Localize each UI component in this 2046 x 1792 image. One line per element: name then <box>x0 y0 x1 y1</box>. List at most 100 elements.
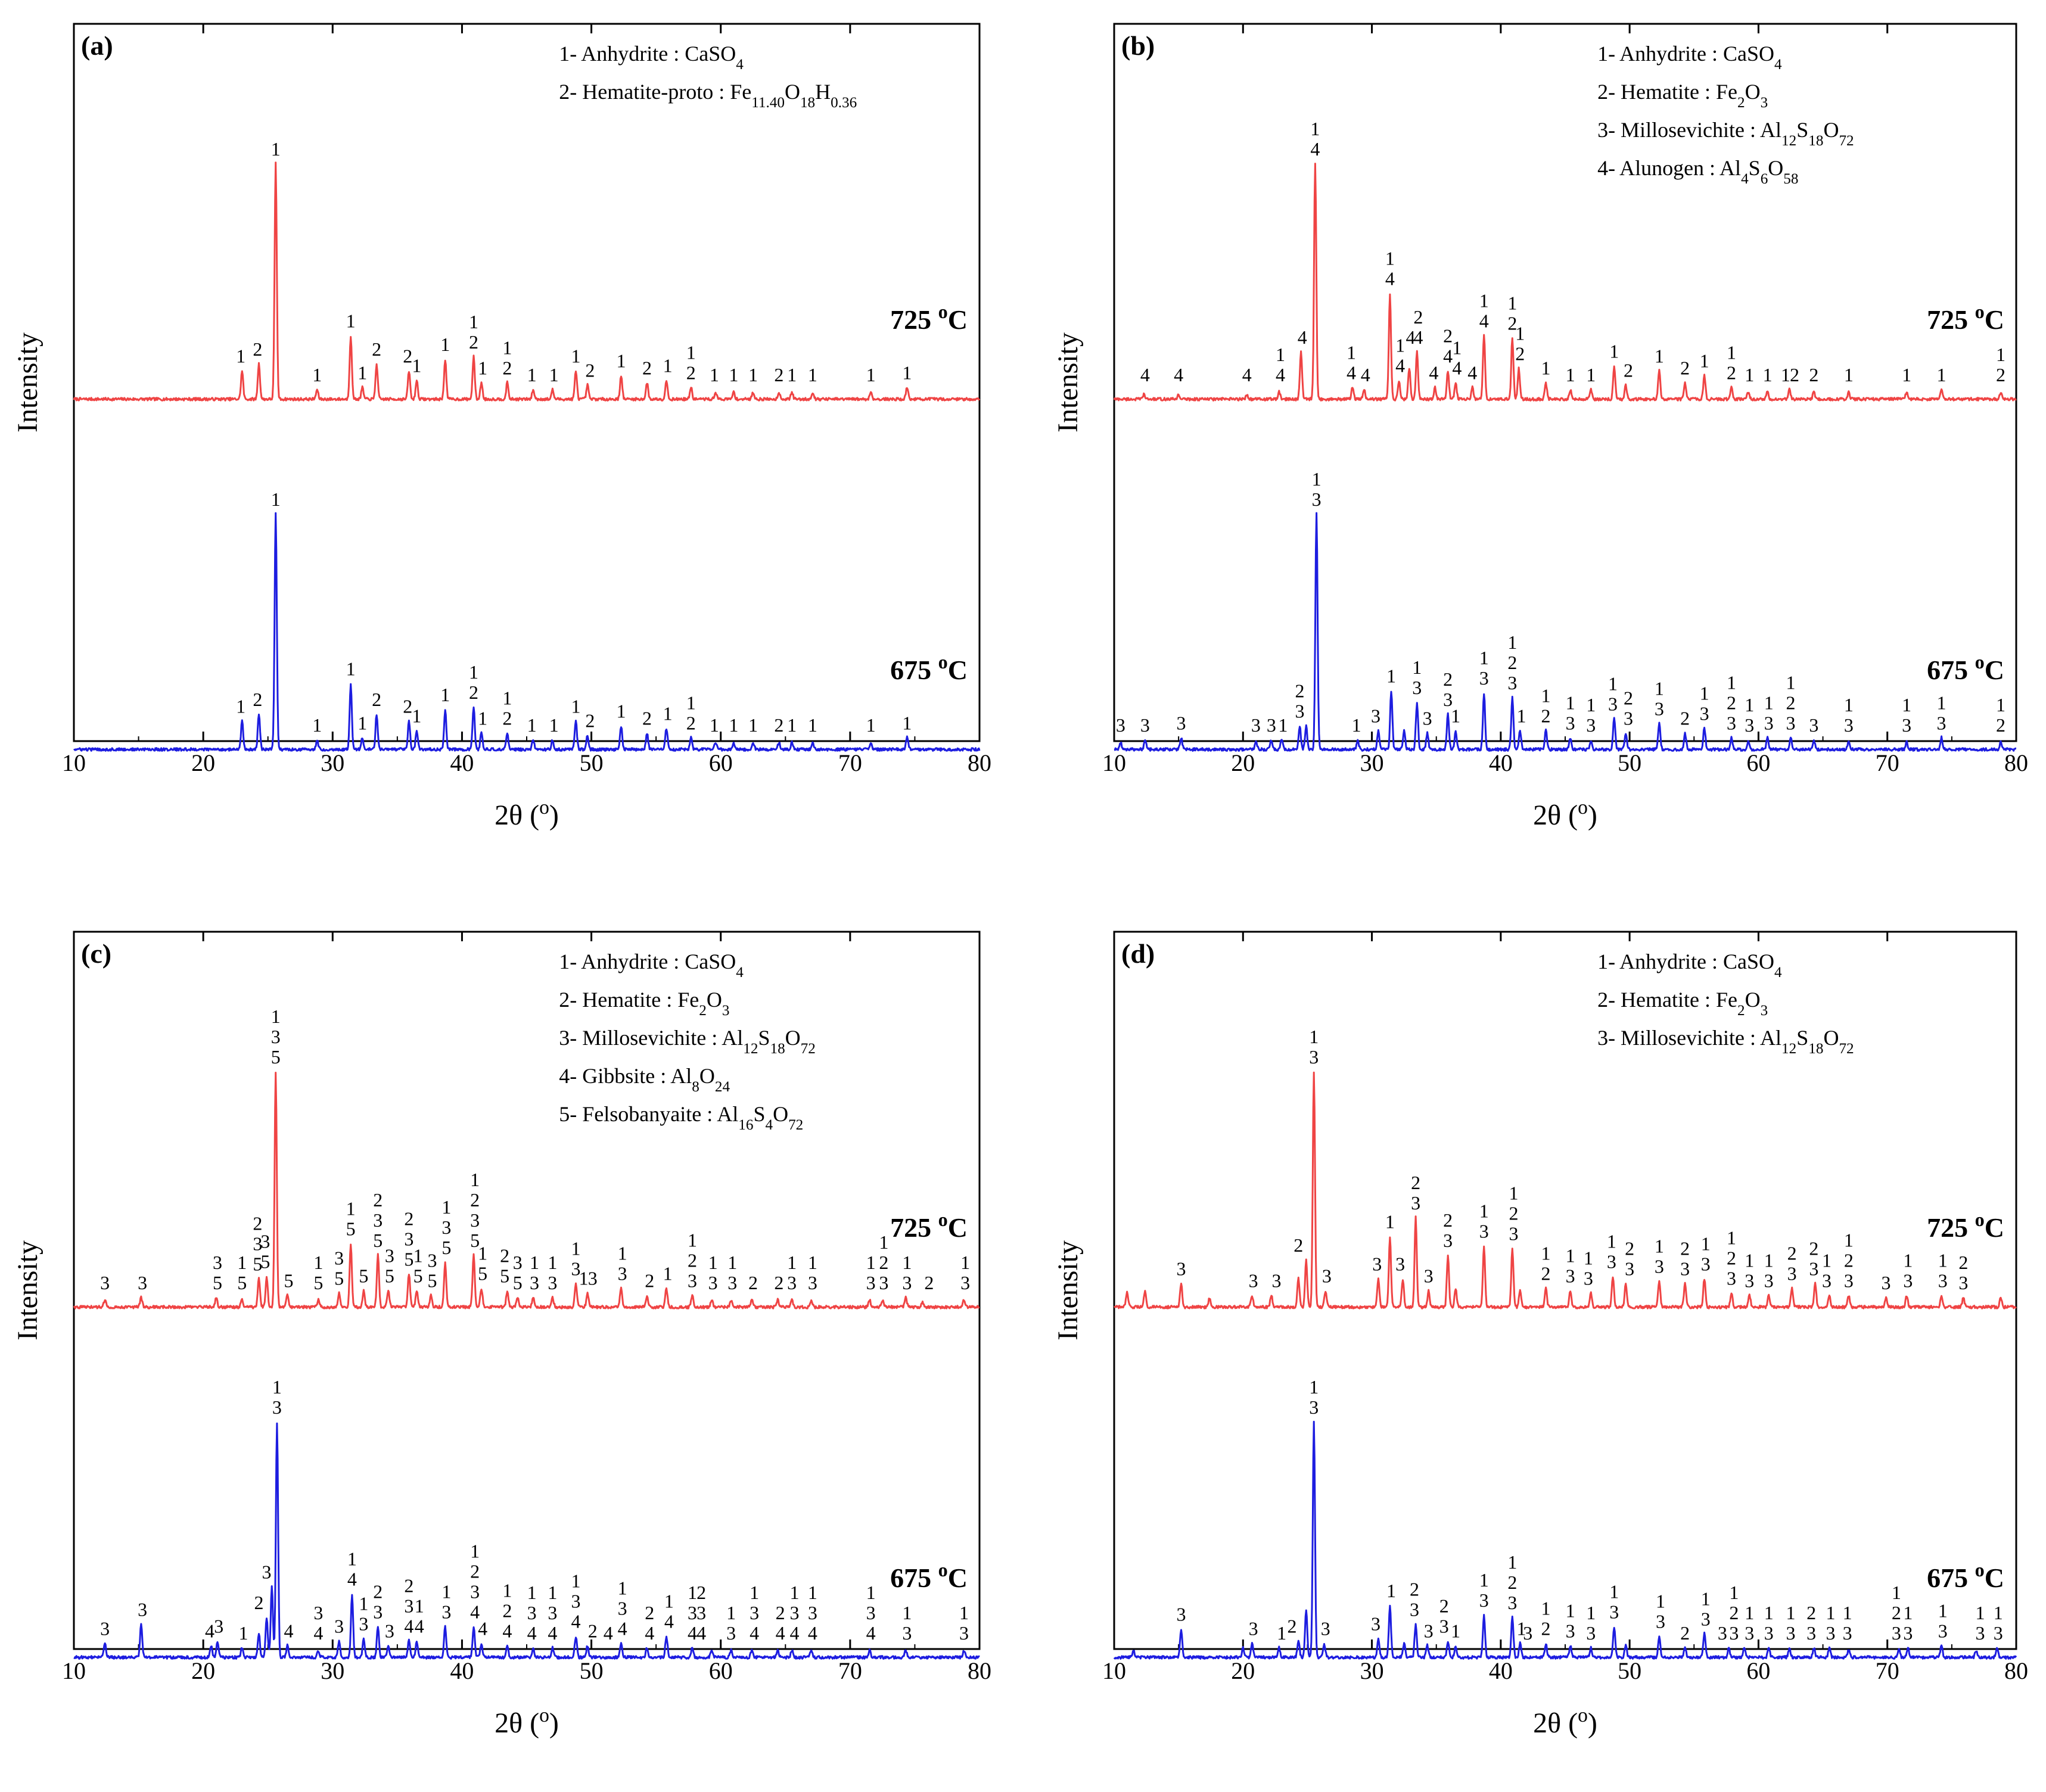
temp-label-675: 675 oC <box>890 651 968 685</box>
trace-725 <box>73 1072 980 1309</box>
peak-label: 1 <box>313 1252 323 1273</box>
peak-label: 2 <box>469 682 478 703</box>
peak-label: 3 <box>1586 1622 1596 1644</box>
peak-label: 2 <box>403 696 412 717</box>
peak-label: 3 <box>1507 672 1517 693</box>
peak-label: 2 <box>1790 364 1799 385</box>
peak-label: 1 <box>1892 1582 1901 1603</box>
peak-label: 3 <box>138 1599 147 1620</box>
peak-label: 2 <box>403 346 412 367</box>
peak-label: 1 <box>866 1582 876 1603</box>
peak-label: 3 <box>1903 1270 1913 1291</box>
peak-label: 1 <box>688 1229 697 1250</box>
peak-label: 1 <box>1310 118 1320 139</box>
peak-label: 3 <box>1822 1270 1832 1291</box>
peak-label: 4 <box>1452 357 1462 378</box>
peak-label: 3 <box>1176 712 1186 733</box>
peak-label: 2 <box>1410 1579 1419 1600</box>
temp-label-725: 725 oC <box>1927 1209 2004 1243</box>
peak-label: 2 <box>1443 325 1453 347</box>
peak-label: 2 <box>1541 1617 1551 1639</box>
peak-label: 3 <box>1523 1622 1532 1644</box>
trace-675 <box>73 1422 980 1660</box>
peak-label: 3 <box>727 1272 737 1293</box>
peak-label: 1 <box>1937 692 1947 713</box>
legend-entry: 3- Millosevichite : Al12S18O72 <box>1597 118 1854 149</box>
peak-label: 2 <box>1806 1602 1816 1623</box>
peak-label: 3 <box>1321 1617 1330 1639</box>
peak-label: 3 <box>696 1602 706 1623</box>
peak-label: 3 <box>1844 1270 1854 1291</box>
peak-label: 2 <box>1727 1247 1736 1268</box>
peak-label: 2 <box>1541 1262 1551 1284</box>
peak-label: 4 <box>1298 326 1307 348</box>
x-tick-label: 10 <box>1102 1657 1126 1684</box>
peak-label: 1 <box>502 337 512 358</box>
peak-label: 1 <box>1276 344 1285 365</box>
peak-label: 4 <box>808 1622 817 1644</box>
peak-label: 1 <box>1745 1249 1754 1271</box>
peak-label: 1 <box>440 684 450 705</box>
peak-label: 2 <box>645 1602 654 1623</box>
peak-label: 1 <box>686 692 696 713</box>
peak-label: 2 <box>502 1600 512 1621</box>
peak-label: 1 <box>440 334 450 355</box>
peak-label: 1 <box>1826 1602 1836 1623</box>
peak-label: 2 <box>1443 1209 1453 1231</box>
peak-label: 5 <box>513 1272 523 1293</box>
peak-label: 1 <box>748 714 758 736</box>
peak-label: 1 <box>236 696 245 717</box>
peak-label: 1 <box>1938 1249 1948 1271</box>
peak-label: 1 <box>750 1582 759 1603</box>
peak-label: 4 <box>604 1622 613 1644</box>
peak-label: 3 <box>1892 1622 1901 1644</box>
peak-label: 1 <box>1745 694 1754 715</box>
y-axis-label: Intensity <box>1052 332 1084 433</box>
peak-label: 3 <box>1443 689 1453 710</box>
peak-label: 1 <box>478 1242 487 1264</box>
peak-label: 3 <box>1586 714 1596 736</box>
peak-label: 3 <box>1566 712 1575 733</box>
peak-label: 1 <box>710 714 719 736</box>
peak-label: 2 <box>253 689 262 710</box>
peak-label: 3 <box>1937 712 1947 733</box>
peak-label: 1 <box>1541 1597 1551 1619</box>
peak-label: 3 <box>1479 667 1489 689</box>
peak-label: 1 <box>549 364 559 385</box>
peak-label: 2 <box>642 707 652 729</box>
peak-label: 1 <box>1763 364 1773 385</box>
trace-675 <box>1113 1420 2017 1660</box>
peak-label: 3 <box>787 1272 797 1293</box>
peak-label: 1 <box>729 364 738 385</box>
x-tick-label: 60 <box>1746 749 1770 776</box>
peak-label: 1 <box>708 1252 718 1273</box>
x-tick-label: 80 <box>968 749 991 776</box>
peak-label: 5 <box>478 1262 487 1284</box>
peak-label: 3 <box>1249 1270 1258 1291</box>
peak-label: 3 <box>1424 1620 1434 1641</box>
x-tick-label: 10 <box>62 1657 86 1684</box>
peak-label: 2 <box>404 1575 413 1596</box>
peak-label: 3 <box>1882 1272 1891 1293</box>
peak-label: 3 <box>1584 1267 1593 1289</box>
peak-label: 1 <box>686 341 696 363</box>
peak-label: 1 <box>618 1242 627 1264</box>
peak-label: 1 <box>502 1579 512 1601</box>
peak-label: 1 <box>688 1582 697 1603</box>
peak-label: 4 <box>527 1622 537 1644</box>
peak-label: 1 <box>1902 694 1911 715</box>
peak-label: 1 <box>359 1592 368 1614</box>
peak-label: 2 <box>642 357 652 378</box>
panel-d: 10 20 30 40 50 60 70 80 2θ (o) Intensity (d) 1- Anh… <box>1052 931 2028 1739</box>
peak-label: 3 <box>1680 1258 1690 1280</box>
peak-label: 1 <box>1701 1588 1711 1610</box>
peak-label: 3 <box>214 1615 223 1637</box>
peak-label: 1 <box>663 702 673 724</box>
peak-label: 2 <box>1293 1234 1303 1256</box>
peak-label: 3 <box>470 1581 480 1603</box>
peak-label: 2 <box>879 1252 888 1273</box>
x-axis-label: 2θ (o) <box>1533 797 1597 832</box>
peak-label: 4 <box>1361 364 1370 385</box>
peak-label: 3 <box>1479 1220 1489 1242</box>
